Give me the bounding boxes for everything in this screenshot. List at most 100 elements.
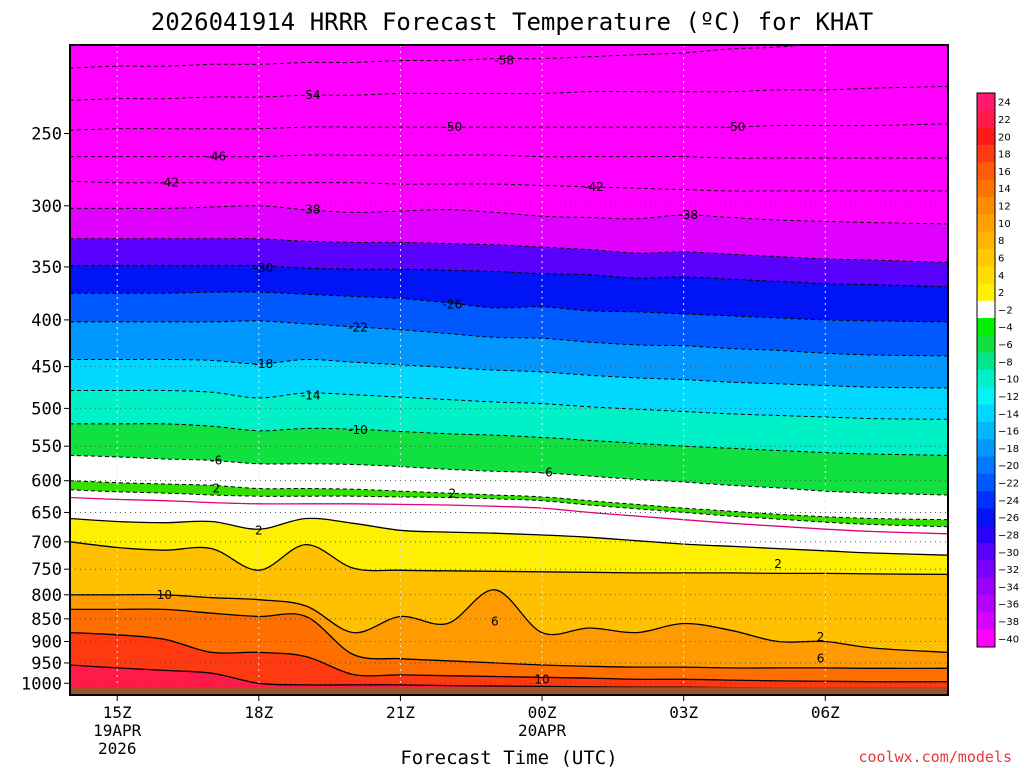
colorbar-label: 4 bbox=[998, 271, 1004, 282]
y-tick-label: 1000 bbox=[21, 674, 62, 694]
colorbar-swatch bbox=[977, 370, 995, 388]
colorbar-label: −30 bbox=[998, 548, 1019, 559]
plot-area: -58 -54 -50 -50 -46 -42 -42 -38 -38 -30 -26 -22 -18 -… bbox=[70, 45, 948, 695]
colorbar-swatch bbox=[977, 300, 995, 319]
colorbar-label: −6 bbox=[998, 340, 1013, 351]
contour-label: -26 bbox=[443, 298, 463, 312]
colorbar-swatch bbox=[977, 421, 995, 440]
y-tick-label: 750 bbox=[31, 560, 62, 580]
colorbar-label: 12 bbox=[998, 202, 1011, 213]
colorbar-label: −26 bbox=[998, 513, 1019, 524]
colorbar-label: −12 bbox=[998, 392, 1019, 403]
isotherm--10 bbox=[70, 423, 948, 456]
y-tick-label: 700 bbox=[31, 533, 62, 553]
colorbar-label: −36 bbox=[998, 600, 1019, 611]
colorbar-swatch bbox=[977, 508, 995, 527]
x-tick-label: 15Z bbox=[103, 703, 132, 722]
colorbar-swatch bbox=[977, 214, 995, 232]
y-tick-label: 900 bbox=[31, 632, 62, 652]
chart-title: 2026041914 HRRR Forecast Temperature (ºC… bbox=[151, 8, 873, 36]
pressure-axis: 2503003504004505005506006507007508008509… bbox=[21, 124, 70, 694]
x-tick-label: 00Z bbox=[528, 703, 557, 722]
colorbar-label: −28 bbox=[998, 530, 1019, 541]
plot-frame bbox=[69, 44, 949, 696]
colorbar-swatch bbox=[977, 266, 995, 284]
colorbar-swatch bbox=[977, 577, 995, 596]
contour-label: -50 bbox=[726, 120, 746, 134]
isotherm--30 bbox=[70, 265, 948, 288]
isotherm-warm-6 bbox=[70, 541, 948, 576]
colorbar-label: −16 bbox=[998, 427, 1019, 438]
colorbar-label: −40 bbox=[998, 634, 1019, 645]
contour-label: 2 bbox=[817, 630, 825, 644]
contour-label: -22 bbox=[348, 321, 368, 335]
ground-surface bbox=[70, 687, 948, 695]
colorbar-label: −8 bbox=[998, 357, 1013, 368]
colorbar-swatch bbox=[977, 144, 995, 163]
isotherm-contours bbox=[70, 45, 948, 689]
colorbar-label: −2 bbox=[998, 305, 1013, 316]
isotherm--2 bbox=[70, 480, 948, 521]
colorbar-label: −34 bbox=[998, 582, 1019, 593]
contour-label: -10 bbox=[348, 423, 368, 437]
colorbar-swatch bbox=[977, 110, 995, 129]
isotherm--26 bbox=[70, 291, 948, 323]
isotherm-warm-10 bbox=[70, 589, 948, 654]
isotherm--58 bbox=[70, 45, 807, 69]
isotherm--50 bbox=[70, 123, 948, 131]
contour-label: -46 bbox=[207, 150, 227, 164]
contour-label: -50 bbox=[443, 120, 463, 134]
contour-label: -58 bbox=[494, 54, 514, 68]
colorbar-swatch bbox=[977, 473, 995, 492]
colorbar-swatch bbox=[977, 318, 995, 336]
y-tick-label: 400 bbox=[31, 311, 62, 331]
colorbar-label: −14 bbox=[998, 409, 1019, 420]
contour-label: 6 bbox=[817, 652, 825, 666]
colorbar-legend: 24 22 20 18 16 14 12 10 8 6 4 2 −2 −4 −6 −8 −10 −12 −14 −16… bbox=[976, 92, 1019, 648]
colorbar-swatch bbox=[977, 231, 995, 250]
colorbar-label: 18 bbox=[998, 150, 1011, 161]
y-tick-label: 950 bbox=[31, 654, 62, 674]
contour-label: -54 bbox=[301, 88, 321, 102]
isotherm--54 bbox=[70, 85, 948, 101]
contour-label: 6 bbox=[491, 615, 499, 629]
isotherm-2 bbox=[70, 489, 948, 528]
contour-label: -6 bbox=[541, 466, 553, 480]
colorbar-label: 22 bbox=[998, 115, 1011, 126]
y-tick-label: 600 bbox=[31, 472, 62, 492]
y-tick-label: 800 bbox=[31, 586, 62, 606]
colorbar-swatch bbox=[977, 387, 995, 406]
contour-label: -18 bbox=[254, 357, 274, 371]
colorbar-label: 14 bbox=[998, 184, 1011, 195]
colorbar-label: −10 bbox=[998, 375, 1019, 386]
colorbar-swatch bbox=[977, 439, 995, 457]
colorbar-label: 8 bbox=[998, 236, 1004, 247]
band-warm-18 bbox=[70, 632, 948, 695]
colorbar-swatch bbox=[977, 456, 995, 475]
x-axis-label: Forecast Time (UTC) bbox=[400, 747, 617, 768]
colorbar-swatch bbox=[977, 335, 995, 354]
colorbar-swatch bbox=[977, 248, 995, 267]
x-tick-label: 21Z bbox=[386, 703, 415, 722]
colorbar-label: −38 bbox=[998, 617, 1019, 628]
temperature-bands bbox=[70, 45, 948, 695]
contour-label: 10 bbox=[534, 672, 549, 686]
isotherm--14 bbox=[70, 389, 948, 420]
contour-label: 10 bbox=[157, 588, 172, 602]
credit-text[interactable]: coolwx.com/models bbox=[858, 748, 1012, 766]
x-tick-year: 2026 bbox=[98, 739, 137, 758]
colorbar-label: −24 bbox=[998, 496, 1019, 507]
contour-label: 2 bbox=[449, 487, 457, 501]
contour-label: -42 bbox=[159, 176, 179, 190]
isotherm--18 bbox=[70, 358, 948, 389]
y-tick-label: 300 bbox=[31, 197, 62, 217]
isotherm--42 bbox=[70, 180, 948, 192]
colorbar-label: 10 bbox=[998, 219, 1011, 230]
colorbar-swatch bbox=[977, 93, 995, 111]
contour-label: -38 bbox=[301, 203, 321, 217]
y-tick-label: 650 bbox=[31, 503, 62, 523]
colorbar-swatch bbox=[977, 595, 995, 613]
colorbar-swatch bbox=[977, 612, 995, 631]
isotherm-0 bbox=[70, 496, 948, 535]
